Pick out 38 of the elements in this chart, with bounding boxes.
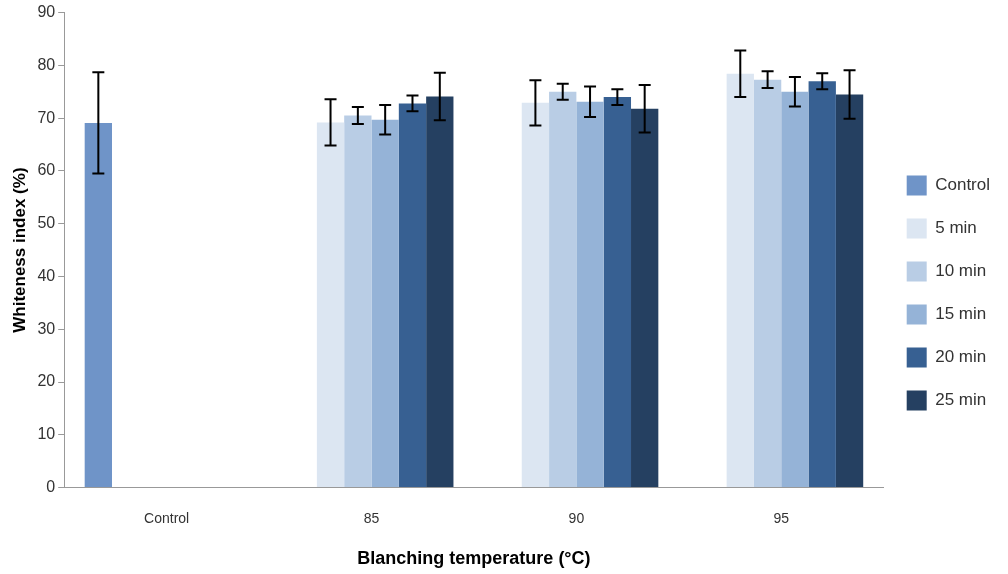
y-tick-label: 70 — [37, 108, 56, 126]
legend-label: 10 min — [935, 261, 987, 281]
legend-label: 20 min — [935, 347, 987, 367]
x-axis-title: Blanching temperature (°C) — [357, 548, 591, 569]
bar — [576, 101, 604, 488]
legend-label: Control — [935, 175, 991, 195]
bar — [371, 119, 399, 488]
y-tick-label: 60 — [37, 161, 56, 179]
bar — [521, 102, 550, 488]
y-tick-label: 80 — [37, 55, 56, 73]
y-axis-title: Whiteness index (%) — [9, 167, 29, 333]
bar — [549, 91, 577, 488]
bar — [316, 122, 345, 488]
bar — [631, 108, 659, 488]
legend-label: 15 min — [935, 304, 987, 324]
y-tick-label: 90 — [37, 3, 56, 21]
x-tick-label: 95 — [773, 509, 790, 526]
y-tick-label: 40 — [37, 266, 56, 284]
bar — [426, 96, 454, 488]
y-tick-label: 20 — [37, 372, 56, 390]
bar — [835, 94, 864, 488]
y-tick-label: 30 — [37, 319, 56, 337]
legend-label: 5 min — [935, 218, 977, 238]
y-tick-label: 50 — [37, 214, 56, 232]
x-tick-label: Control — [144, 509, 190, 526]
y-tick-label: 0 — [46, 478, 56, 496]
bar — [781, 91, 809, 488]
bar — [726, 73, 754, 488]
legend-label: 25 min — [935, 390, 987, 410]
x-tick-label: 90 — [568, 509, 585, 526]
y-tick-label: 10 — [37, 425, 56, 443]
bar — [603, 97, 632, 488]
bar — [808, 81, 836, 488]
bar — [84, 122, 112, 488]
bar — [753, 79, 782, 488]
bar — [398, 103, 427, 488]
x-tick-label: 85 — [363, 509, 380, 526]
bar — [344, 115, 372, 488]
